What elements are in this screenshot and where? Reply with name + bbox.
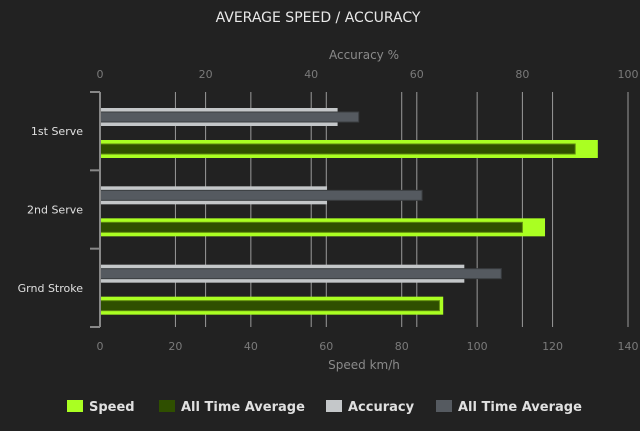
top-tick-label: 0: [97, 68, 104, 81]
top-tick-label: 100: [618, 68, 639, 81]
top-tick-label: 40: [304, 68, 318, 81]
bottom-tick-label: 100: [467, 340, 488, 353]
chart-title: AVERAGE SPEED / ACCURACY: [216, 10, 421, 26]
top-tick-label: 60: [410, 68, 424, 81]
legend-swatch: [326, 400, 342, 412]
bottom-axis-label: Speed km/h: [328, 358, 400, 372]
top-axis-label: Accuracy %: [329, 48, 399, 62]
top-tick-label: 20: [199, 68, 213, 81]
legend-label[interactable]: All Time Average: [181, 400, 305, 415]
bottom-tick-label: 80: [395, 340, 409, 353]
legend-label[interactable]: Speed: [89, 400, 135, 415]
category-label: Grnd Stroke: [18, 282, 84, 295]
legend-swatch: [436, 400, 452, 412]
speed-average-bar: [99, 143, 576, 155]
bottom-tick-label: 40: [244, 340, 258, 353]
bottom-tick-label: 60: [319, 340, 333, 353]
accuracy-average-bar: [99, 268, 502, 280]
top-tick-label: 80: [515, 68, 529, 81]
bottom-tick-label: 140: [618, 340, 639, 353]
bottom-tick-label: 120: [542, 340, 563, 353]
accuracy-average-bar: [99, 189, 423, 201]
legend-swatch: [67, 400, 83, 412]
bottom-tick-label: 20: [168, 340, 182, 353]
accuracy-average-bar: [99, 111, 360, 123]
speed-average-bar: [99, 300, 440, 312]
legend-label[interactable]: Accuracy: [348, 400, 415, 415]
legend-label[interactable]: All Time Average: [458, 400, 582, 415]
speed-average-bar: [99, 221, 523, 233]
category-label: 1st Serve: [31, 125, 83, 138]
legend-swatch: [159, 400, 175, 412]
bottom-tick-label: 0: [97, 340, 104, 353]
category-label: 2nd Serve: [27, 204, 83, 217]
